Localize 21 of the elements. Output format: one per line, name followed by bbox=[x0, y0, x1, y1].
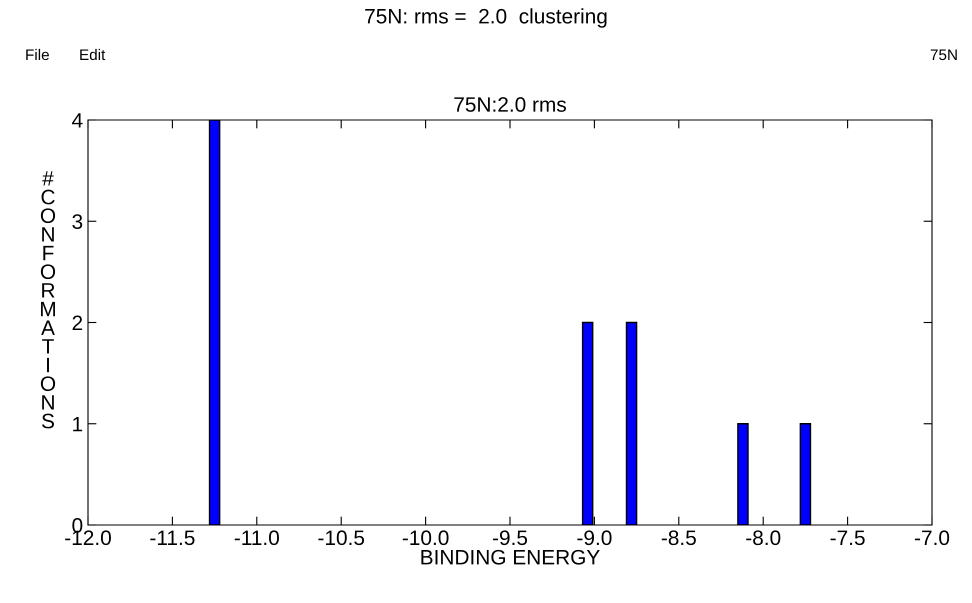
x-tick-label: -10.0 bbox=[402, 530, 449, 546]
y-tick-label: 3 bbox=[72, 214, 82, 230]
x-tick-label: -8.5 bbox=[662, 530, 696, 546]
text: #CONFORMATIONS bbox=[40, 171, 56, 428]
x-tick-label: -11.5 bbox=[150, 530, 195, 546]
y-tick-label: 4 bbox=[72, 113, 83, 128]
x-tick-label: -8.0 bbox=[746, 530, 780, 546]
y-tick-label: 2 bbox=[72, 316, 82, 330]
x-tick-label: -11.0 bbox=[234, 530, 279, 546]
y-tick-label: 1 bbox=[73, 416, 82, 432]
x-tick-label: -7.0 bbox=[914, 530, 950, 546]
chart-title: 75N:2.0 rms bbox=[454, 97, 566, 112]
x-tick-label: -10.5 bbox=[318, 530, 364, 546]
x-tick-label: -9.0 bbox=[577, 530, 612, 546]
text: Edit bbox=[80, 48, 106, 60]
x-axis-title: BINDING ENERGY bbox=[421, 550, 600, 565]
text: 75N: rms = 2.0 clustering bbox=[365, 8, 607, 28]
x-tick-label: -9.5 bbox=[492, 530, 528, 546]
text: 75N bbox=[930, 49, 957, 60]
x-tick-label: -7.5 bbox=[830, 530, 865, 546]
text: File bbox=[26, 48, 49, 60]
